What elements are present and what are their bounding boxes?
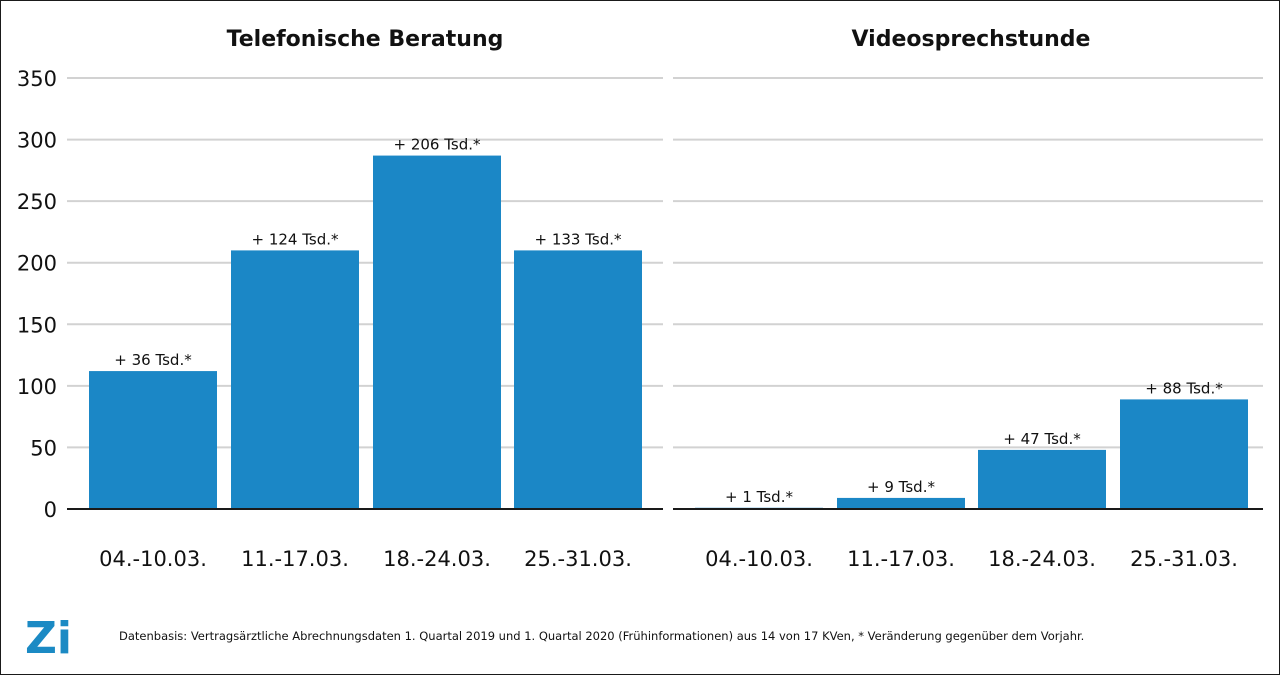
- data-label: + 9 Tsd.*: [867, 478, 935, 496]
- bar: [231, 250, 359, 509]
- zi-logo: Zi: [25, 613, 72, 663]
- chart-title: Telefonische Beratung: [227, 27, 504, 52]
- bar: [514, 250, 642, 509]
- bar: [89, 371, 217, 509]
- bar: [837, 497, 965, 509]
- data-label: + 36 Tsd.*: [114, 351, 192, 369]
- x-tick-label: 04.-10.03.: [99, 547, 207, 571]
- footnote: Datenbasis: Vertragsärztliche Abrechnung…: [119, 629, 1085, 643]
- y-tick-label: 0: [44, 498, 57, 522]
- x-tick-label: 18.-24.03.: [988, 547, 1096, 571]
- x-tick-label: 25.-31.03.: [1130, 547, 1238, 571]
- bar: [373, 155, 501, 509]
- x-tick-label: 04.-10.03.: [705, 547, 813, 571]
- y-tick-label: 50: [30, 436, 57, 460]
- y-tick-label: 350: [17, 67, 57, 91]
- y-tick-label: 200: [17, 252, 57, 276]
- bar: [978, 449, 1106, 509]
- data-label: + 88 Tsd.*: [1145, 379, 1223, 397]
- data-label: + 47 Tsd.*: [1003, 430, 1081, 448]
- data-label: + 133 Tsd.*: [534, 230, 622, 248]
- data-label: + 1 Tsd.*: [725, 488, 793, 506]
- data-label: + 206 Tsd.*: [393, 136, 481, 154]
- y-tick-label: 150: [17, 313, 57, 337]
- bar: [1120, 399, 1248, 509]
- x-tick-label: 11.-17.03.: [241, 547, 349, 571]
- x-tick-label: 25.-31.03.: [524, 547, 632, 571]
- y-tick-label: 100: [17, 375, 57, 399]
- x-tick-label: 18.-24.03.: [383, 547, 491, 571]
- zi-logo-text: Zi: [25, 613, 72, 663]
- x-tick-label: 11.-17.03.: [847, 547, 955, 571]
- chart-title: Videosprechstunde: [852, 27, 1091, 52]
- y-tick-label: 300: [17, 129, 57, 153]
- data-label: + 124 Tsd.*: [251, 230, 339, 248]
- y-tick-label: 250: [17, 190, 57, 214]
